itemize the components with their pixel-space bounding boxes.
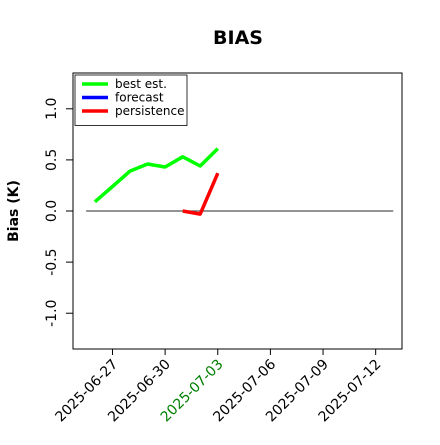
y-tick-label: -0.5 xyxy=(44,248,60,275)
legend-label: persistence xyxy=(115,104,184,118)
series-layer xyxy=(93,147,220,216)
y-axis: -1.0 -0.5 0.0 0.5 1.0 xyxy=(44,98,73,327)
series-line-persistence xyxy=(182,172,220,216)
y-tick-label: 0.0 xyxy=(44,200,60,222)
series-line-best-est xyxy=(93,147,220,204)
y-tick-label: 0.5 xyxy=(44,149,60,171)
y-tick-label: -1.0 xyxy=(44,300,60,327)
chart-title: BIAS xyxy=(213,27,263,49)
x-axis: 2025-06-272025-06-302025-07-032025-07-06… xyxy=(52,349,385,425)
y-axis-label: Bias (K) xyxy=(6,180,22,242)
legend-label: best est. xyxy=(115,77,167,91)
legend-label: forecast xyxy=(115,91,164,105)
y-tick-label: 1.0 xyxy=(44,98,60,120)
